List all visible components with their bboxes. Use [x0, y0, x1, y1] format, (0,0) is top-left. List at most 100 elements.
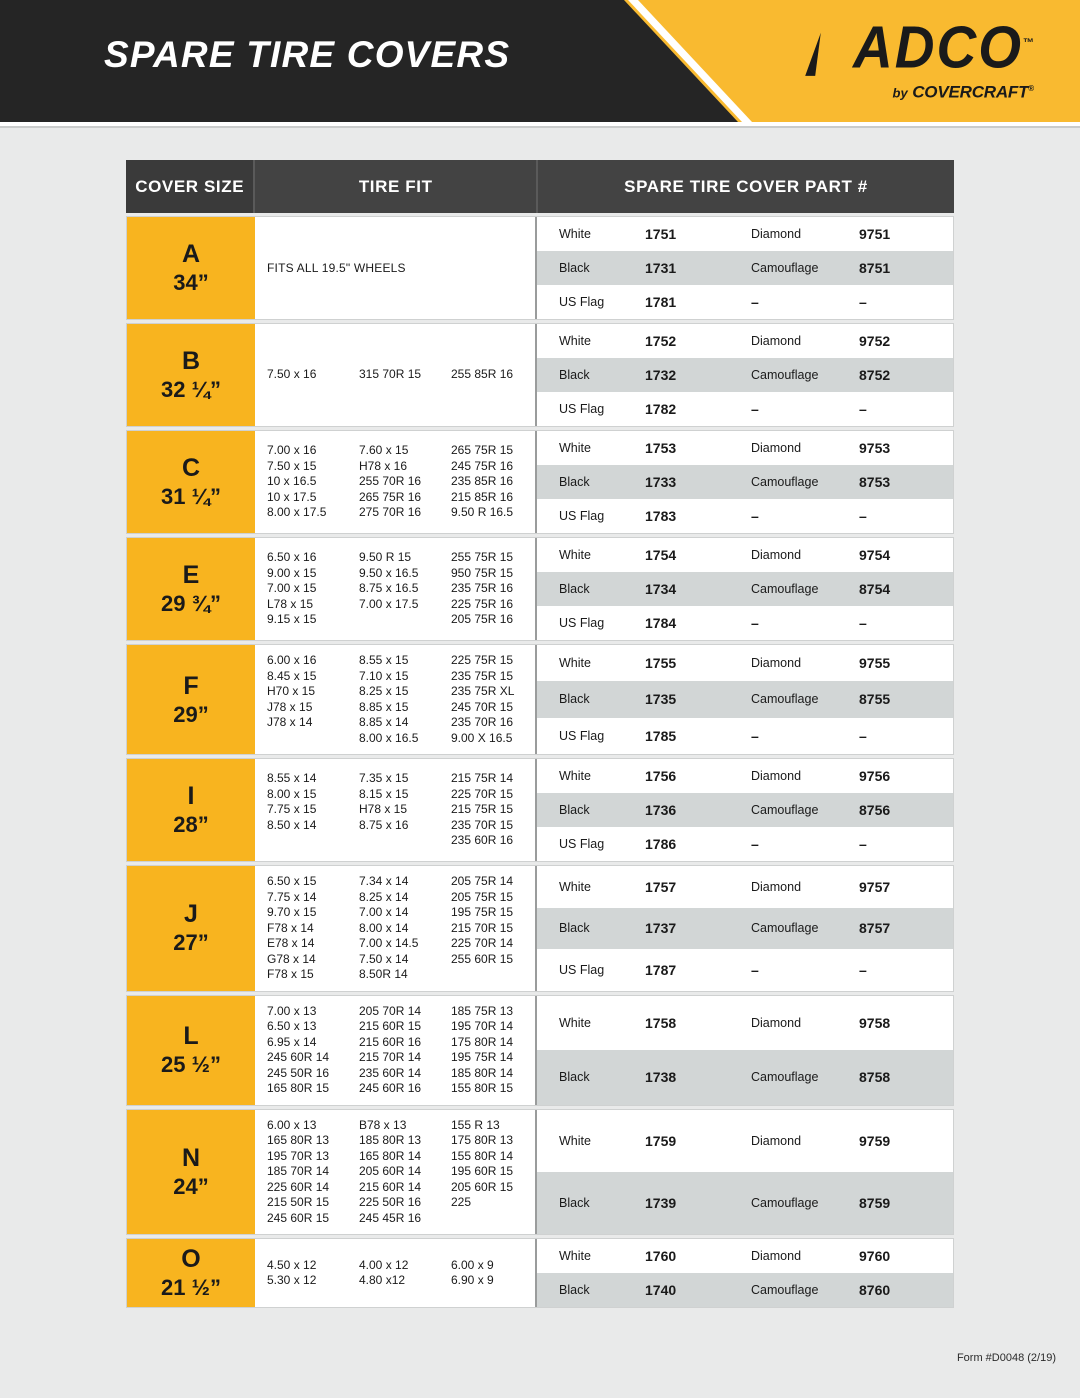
part-option-row: US Flag 1783 – – — [537, 499, 953, 533]
part-number-value: 1760 — [645, 1248, 677, 1264]
cover-size-letter: F — [183, 671, 199, 700]
tire-size-label: 195 70R 13 — [267, 1148, 330, 1163]
cover-size-cell: A 34” — [127, 217, 255, 319]
part-pattern-label: Camouflage — [751, 475, 819, 489]
tire-size-label: 235 75R 16 — [451, 581, 514, 596]
part-option-row: US Flag 1781 – – — [537, 285, 953, 319]
tire-size-label: 8.50R 14 — [359, 967, 408, 981]
part-color-label: White — [559, 1249, 591, 1263]
logo-by-text: by — [892, 85, 908, 101]
tire-size-label: 9.15 x 15 — [267, 612, 317, 627]
tire-size-label: 225 75R 16 — [451, 596, 514, 611]
part-option-row: White 1758 Diamond 9758 — [537, 996, 953, 1051]
tire-size-label: 255 75R 15 — [451, 550, 514, 565]
part-option-row: Black 1731 Camouflage 8751 — [537, 251, 953, 285]
tire-size-label: 7.00 x 13 — [267, 1003, 317, 1018]
part-pattern-label: Camouflage — [751, 368, 819, 382]
part-pattern-number-value: 9755 — [859, 655, 891, 672]
part-color-label: Black — [559, 692, 590, 707]
tire-size-label: 245 50R 16 — [267, 1065, 330, 1080]
tire-size-label: 6.50 x 15 — [267, 874, 317, 888]
cover-size-letter: I — [187, 782, 195, 810]
part-number-value: 1738 — [645, 1069, 677, 1086]
tire-size-label: 7.00 x 16 — [267, 443, 317, 458]
part-number-value: 1781 — [645, 294, 677, 310]
tire-size-label: 235 85R 16 — [451, 474, 514, 489]
tire-size-label: G78 x 14 — [267, 951, 316, 966]
tire-size-label: 8.00 x 15 — [267, 786, 317, 801]
cover-size-letter: L — [183, 1022, 199, 1050]
logo-subline: by COVERCRAFT® — [806, 79, 1035, 103]
tire-fit-column: 7.34 x 14 8.25 x 14 7.00 x 14 8.00 x 14 7.00… — [359, 874, 451, 983]
part-option-row: Black 1733 Camouflage 8753 — [537, 465, 953, 499]
part-pattern-number-value: 8753 — [859, 474, 891, 490]
banner-bottom-shadow — [0, 126, 1080, 128]
part-number-value: 1737 — [645, 920, 677, 937]
part-option-row: US Flag 1786 – – — [537, 827, 953, 861]
tire-size-label: 215 85R 16 — [451, 489, 514, 504]
cover-size-cell: B 32 ¼” — [127, 324, 255, 426]
part-pattern-number-value: 9751 — [859, 226, 891, 242]
part-pattern-number-value: 8751 — [859, 260, 891, 276]
cover-size-cell: E 29 ¾” — [127, 538, 255, 640]
tire-size-label: 225 70R 14 — [451, 936, 514, 950]
logo-wordmark: ADCO™ — [805, 13, 1034, 77]
tire-fit-column: 4.50 x 12 5.30 x 12 — [267, 1258, 359, 1289]
tire-size-label: 4.80 x12 — [359, 1273, 406, 1287]
tire-fit-cell: 6.50 x 15 7.75 x 14 9.70 x 15 F78 x 14 E78 x… — [255, 866, 537, 991]
tire-size-label: 235 70R 16 — [451, 715, 514, 729]
part-pattern-number-value: 8754 — [859, 581, 891, 597]
part-pattern-number-value: 8752 — [859, 367, 891, 383]
part-option-row: Black 1738 Camouflage 8758 — [537, 1050, 953, 1105]
tire-size-label: 7.50 x 14 — [359, 951, 409, 966]
part-pattern-label: Diamond — [751, 879, 802, 894]
tire-size-label: 8.50 x 14 — [267, 817, 317, 832]
part-color-label: White — [559, 656, 591, 671]
tire-size-label: 8.25 x 14 — [359, 889, 409, 904]
part-color-label: White — [559, 1133, 591, 1148]
tire-size-label: 205 70R 14 — [359, 1003, 422, 1018]
part-color-label: US Flag — [559, 509, 605, 523]
tire-fit-columns: 7.50 x 16 315 70R 15 255 85R 16 — [267, 367, 535, 383]
tire-size-label: 185 75R 13 — [451, 1003, 514, 1018]
part-pattern-label: Camouflage — [751, 1283, 819, 1297]
tire-size-label: 235 70R 15 — [451, 817, 514, 832]
part-color-label: Black — [559, 368, 590, 382]
tire-size-label: 235 75R 15 — [451, 668, 514, 683]
part-number-value: 1753 — [645, 440, 677, 456]
part-pattern-label: Camouflage — [751, 1195, 819, 1210]
part-pattern-label: – — [751, 961, 759, 978]
part-pattern-number-value: – — [859, 401, 867, 417]
part-number-cell: White 1758 Diamond 9758 Black 1738 Camouflage 8… — [537, 996, 953, 1105]
part-number-value: 1785 — [645, 727, 677, 744]
cover-size-diameter: 29 ¾” — [161, 591, 221, 616]
banner-bottom-rule — [0, 122, 1080, 126]
tire-size-label: 255 70R 16 — [359, 474, 422, 489]
cover-size-diameter: 34” — [173, 270, 209, 295]
tire-fit-columns: 8.55 x 14 8.00 x 15 7.75 x 15 8.50 x 14 7.35… — [267, 771, 535, 849]
tire-size-label: 205 60R 15 — [451, 1179, 514, 1194]
part-pattern-number-value: 9757 — [859, 878, 891, 895]
tire-size-label: 175 80R 13 — [451, 1133, 514, 1147]
tire-size-label: 8.00 x 14 — [359, 920, 409, 935]
cover-size-diameter: 21 ½” — [161, 1275, 221, 1300]
part-color-label: White — [559, 548, 591, 562]
tire-fit-column: 7.50 x 16 — [267, 367, 359, 383]
tire-size-label: 195 75R 15 — [451, 905, 514, 919]
part-color-label: US Flag — [559, 295, 605, 309]
cover-size-diameter: 25 ½” — [161, 1052, 221, 1077]
tire-fit-cell: 6.50 x 16 9.00 x 15 7.00 x 15 L78 x 15 9.15 … — [255, 538, 537, 640]
tire-size-label: 205 75R 16 — [451, 612, 514, 627]
cover-size-cell: I 28” — [127, 759, 255, 861]
tire-size-label: 265 75R 16 — [359, 489, 422, 504]
part-color-label: White — [559, 334, 591, 348]
tire-fit-column: 4.00 x 12 4.80 x12 — [359, 1258, 451, 1289]
part-number-value: 1739 — [645, 1194, 677, 1211]
cover-size-diameter: 28” — [173, 812, 209, 837]
tire-size-label: 215 60R 15 — [359, 1019, 422, 1033]
tire-size-label: 245 60R 14 — [267, 1050, 330, 1064]
part-option-row: White 1759 Diamond 9759 — [537, 1110, 953, 1172]
part-color-label: White — [559, 227, 591, 241]
part-pattern-label: – — [751, 294, 759, 310]
tire-fit-columns: 7.00 x 16 7.50 x 15 10 x 16.5 10 x 17.5 8.00… — [267, 443, 535, 521]
